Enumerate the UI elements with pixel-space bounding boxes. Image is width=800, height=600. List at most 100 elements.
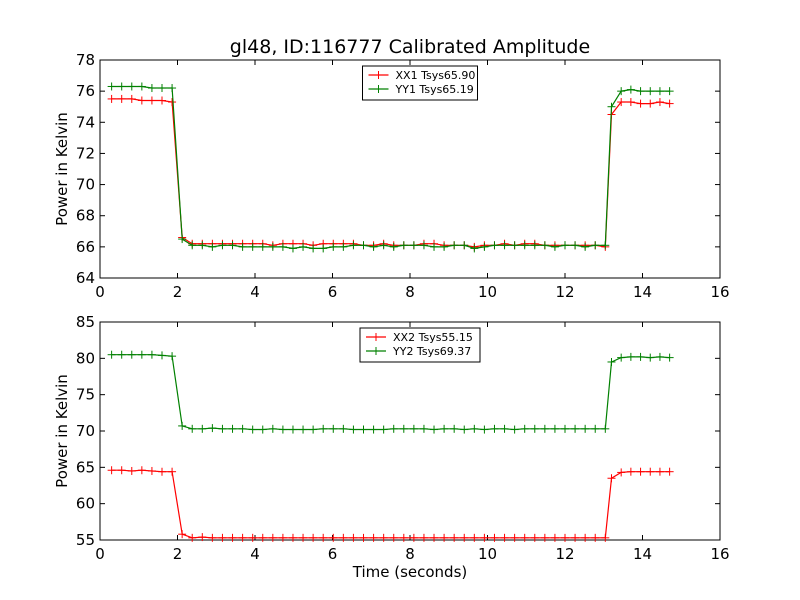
data-point xyxy=(409,241,418,250)
data-point xyxy=(561,533,569,542)
data-point xyxy=(646,353,655,362)
y-tick-label: 68 xyxy=(76,207,95,225)
data-point xyxy=(419,241,428,250)
data-point xyxy=(399,533,408,542)
legend-entry: XX2 Tsys55.15 xyxy=(366,331,473,344)
data-point xyxy=(530,533,539,542)
data-point xyxy=(127,82,136,91)
data-point xyxy=(349,241,358,250)
data-point xyxy=(591,533,600,542)
series-line xyxy=(107,82,674,253)
data-point xyxy=(646,99,655,108)
data-point xyxy=(379,533,388,542)
data-point xyxy=(561,424,569,433)
data-point xyxy=(218,424,227,433)
data-point xyxy=(460,533,469,542)
data-point xyxy=(188,241,197,250)
data-point xyxy=(117,350,126,359)
legend-entry: YY2 Tsys69.37 xyxy=(366,345,471,358)
data-point xyxy=(617,87,626,96)
legend-entry: XX1 Tsys65.90 xyxy=(368,69,476,82)
y-tick-label: 60 xyxy=(76,495,95,513)
data-point xyxy=(520,533,529,542)
data-point xyxy=(299,242,308,251)
data-point xyxy=(550,242,559,251)
x-axis-label: Time (seconds) xyxy=(352,563,468,581)
data-point xyxy=(168,98,177,107)
y-tick-label: 70 xyxy=(76,422,95,440)
data-point xyxy=(178,421,187,430)
data-point xyxy=(607,102,616,111)
data-point xyxy=(601,424,610,433)
data-point xyxy=(665,467,674,476)
data-point xyxy=(369,425,378,434)
x-tick-label: 16 xyxy=(710,545,729,563)
data-point xyxy=(208,242,217,251)
data-point xyxy=(309,425,318,434)
data-point xyxy=(258,242,267,251)
data-point xyxy=(238,424,247,433)
data-point xyxy=(655,87,664,96)
data-point xyxy=(430,242,439,251)
data-point xyxy=(228,533,237,542)
x-tick-label: 12 xyxy=(555,283,574,301)
data-point xyxy=(258,533,267,542)
data-point xyxy=(530,424,539,433)
legend-label: YY1 Tsys65.19 xyxy=(395,83,474,96)
data-point xyxy=(127,350,136,359)
data-point xyxy=(299,533,308,542)
data-point xyxy=(107,466,116,475)
data-point xyxy=(127,466,136,475)
data-point xyxy=(137,350,146,359)
data-point xyxy=(581,533,590,542)
data-point xyxy=(349,533,358,542)
data-point xyxy=(389,242,398,251)
data-point xyxy=(520,424,529,433)
data-point xyxy=(617,353,626,362)
series-line xyxy=(107,350,674,434)
legend-label: XX1 Tsys65.90 xyxy=(396,69,476,82)
y-tick-label: 78 xyxy=(76,51,95,69)
data-point xyxy=(238,533,247,542)
data-point xyxy=(601,241,610,250)
data-point xyxy=(389,424,398,433)
data-point xyxy=(500,424,509,433)
y-axis-label: Power in Kelvin xyxy=(53,112,71,226)
data-point xyxy=(601,533,610,542)
x-tick-label: 0 xyxy=(95,283,105,301)
x-tick-label: 14 xyxy=(633,545,652,563)
data-point xyxy=(309,533,318,542)
data-point xyxy=(389,533,398,542)
y-tick-label: 76 xyxy=(76,82,95,100)
data-point xyxy=(359,241,368,250)
x-tick-label: 0 xyxy=(95,545,105,563)
data-point xyxy=(636,352,645,361)
data-point xyxy=(268,533,277,542)
x-tick-label: 16 xyxy=(710,283,729,301)
data-point xyxy=(480,242,489,251)
data-point xyxy=(450,424,459,433)
data-point xyxy=(419,533,428,542)
data-point xyxy=(490,424,499,433)
data-point xyxy=(147,96,156,105)
y-tick-label: 85 xyxy=(76,313,95,331)
data-point xyxy=(480,425,489,434)
y-tick-label: 72 xyxy=(76,144,95,162)
data-point xyxy=(409,533,418,542)
data-point xyxy=(419,424,428,433)
series-line xyxy=(107,466,674,542)
data-point xyxy=(626,467,635,476)
x-tick-label: 4 xyxy=(250,283,260,301)
data-point xyxy=(248,242,257,251)
data-point xyxy=(665,99,674,108)
data-point xyxy=(288,244,297,253)
data-point xyxy=(571,241,580,250)
legend-label: XX2 Tsys55.15 xyxy=(393,331,473,344)
data-point xyxy=(510,533,519,542)
data-point xyxy=(198,533,207,542)
data-point xyxy=(107,82,116,91)
data-point xyxy=(117,94,126,103)
data-point xyxy=(581,424,590,433)
